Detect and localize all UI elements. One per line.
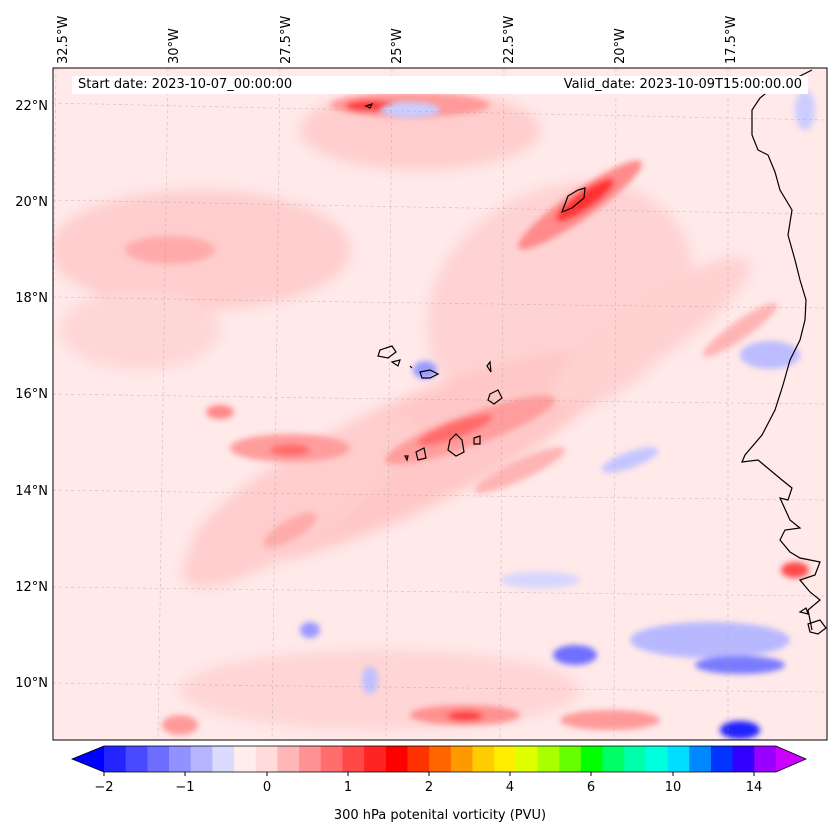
colorbar-swatch [407, 746, 430, 772]
date-info-bar: Start date: 2023-10-07_00:00:00 Valid_da… [72, 76, 808, 94]
colorbar-swatch [104, 746, 127, 772]
colorbar-swatch [169, 746, 192, 772]
colorbar-swatch [125, 746, 148, 772]
colorbar-swatch [494, 746, 517, 772]
longitude-label: 30°W [167, 12, 188, 64]
colorbar-extend-min [72, 746, 104, 772]
colorbar-swatch [320, 746, 343, 772]
colorbar-swatch [429, 746, 452, 772]
longitude-label: 32.5°W [56, 12, 77, 64]
colorbar-tick-label: 10 [664, 780, 682, 795]
colorbar-swatch [255, 746, 278, 772]
longitude-label-text: 25°W [390, 28, 405, 64]
colorbar-swatch [234, 746, 257, 772]
colorbar-swatch [710, 746, 734, 772]
colorbar-tick-label: −2 [94, 780, 114, 795]
longitude-label-text: 17.5°W [724, 15, 739, 64]
latitude-label: 20°N [15, 195, 48, 210]
colorbar-swatch [147, 746, 170, 772]
colorbar-swatch [732, 746, 755, 772]
colorbar-swatch [537, 746, 560, 772]
colorbar-tick-label: 1 [343, 780, 353, 795]
colorbar-swatch [385, 746, 408, 772]
colorbar-swatch [342, 746, 365, 772]
colorbar-swatch [450, 746, 474, 772]
colorbar-swatch [602, 746, 625, 772]
latitude-label: 14°N [15, 484, 48, 499]
latitude-label: 22°N [15, 99, 48, 114]
longitude-label: 20°W [613, 12, 634, 64]
longitude-label-text: 32.5°W [56, 15, 71, 64]
colorbar-swatch [667, 746, 690, 772]
colorbar-swatch [624, 746, 647, 772]
colorbar-tick-label: 6 [586, 780, 596, 795]
colorbar-swatch [277, 746, 300, 772]
colorbar-swatch [299, 746, 322, 772]
colorbar-title: 300 hPa potenital vorticity (PVU) [333, 808, 547, 823]
colorbar-extend-max [776, 746, 806, 772]
colorbar-tick-label: −1 [175, 780, 195, 795]
longitude-label-text: 20°W [613, 28, 628, 64]
longitude-label-text: 22.5°W [502, 15, 517, 64]
latitude-label: 18°N [15, 291, 48, 306]
colorbar-swatch [559, 746, 582, 772]
colorbar-swatch [472, 746, 495, 772]
colorbar-swatch [515, 746, 539, 772]
colorbar-tick-label: 0 [262, 780, 272, 795]
longitude-label-text: 30°W [167, 28, 182, 64]
colorbar-tick-label: 2 [424, 780, 434, 795]
longitude-label-text: 27.5°W [279, 15, 294, 64]
longitude-label: 22.5°W [502, 12, 523, 64]
colorbar-swatch [754, 746, 777, 772]
colorbar-tick-label: 4 [505, 780, 515, 795]
colorbar-swatch [190, 746, 213, 772]
colorbar-swatch [580, 746, 604, 772]
longitude-label: 25°W [390, 12, 411, 64]
colorbar-swatch [689, 746, 712, 772]
colorbar-swatch [645, 746, 669, 772]
latitude-label: 16°N [15, 387, 48, 402]
latitude-label: 12°N [15, 580, 48, 595]
latitude-label: 10°N [15, 676, 48, 691]
colorbar-swatch [212, 746, 235, 772]
valid-date-text: Valid_date: 2023-10-09T15:00:00.00 [563, 77, 802, 92]
pv-field [53, 68, 827, 740]
longitude-label: 27.5°W [279, 12, 300, 64]
colorbar [70, 745, 808, 776]
colorbar-swatch [364, 746, 387, 772]
colorbar-tick-label: 14 [745, 780, 763, 795]
graticule [53, 68, 827, 740]
longitude-label: 17.5°W [724, 12, 745, 64]
start-date-text: Start date: 2023-10-07_00:00:00 [78, 77, 293, 92]
